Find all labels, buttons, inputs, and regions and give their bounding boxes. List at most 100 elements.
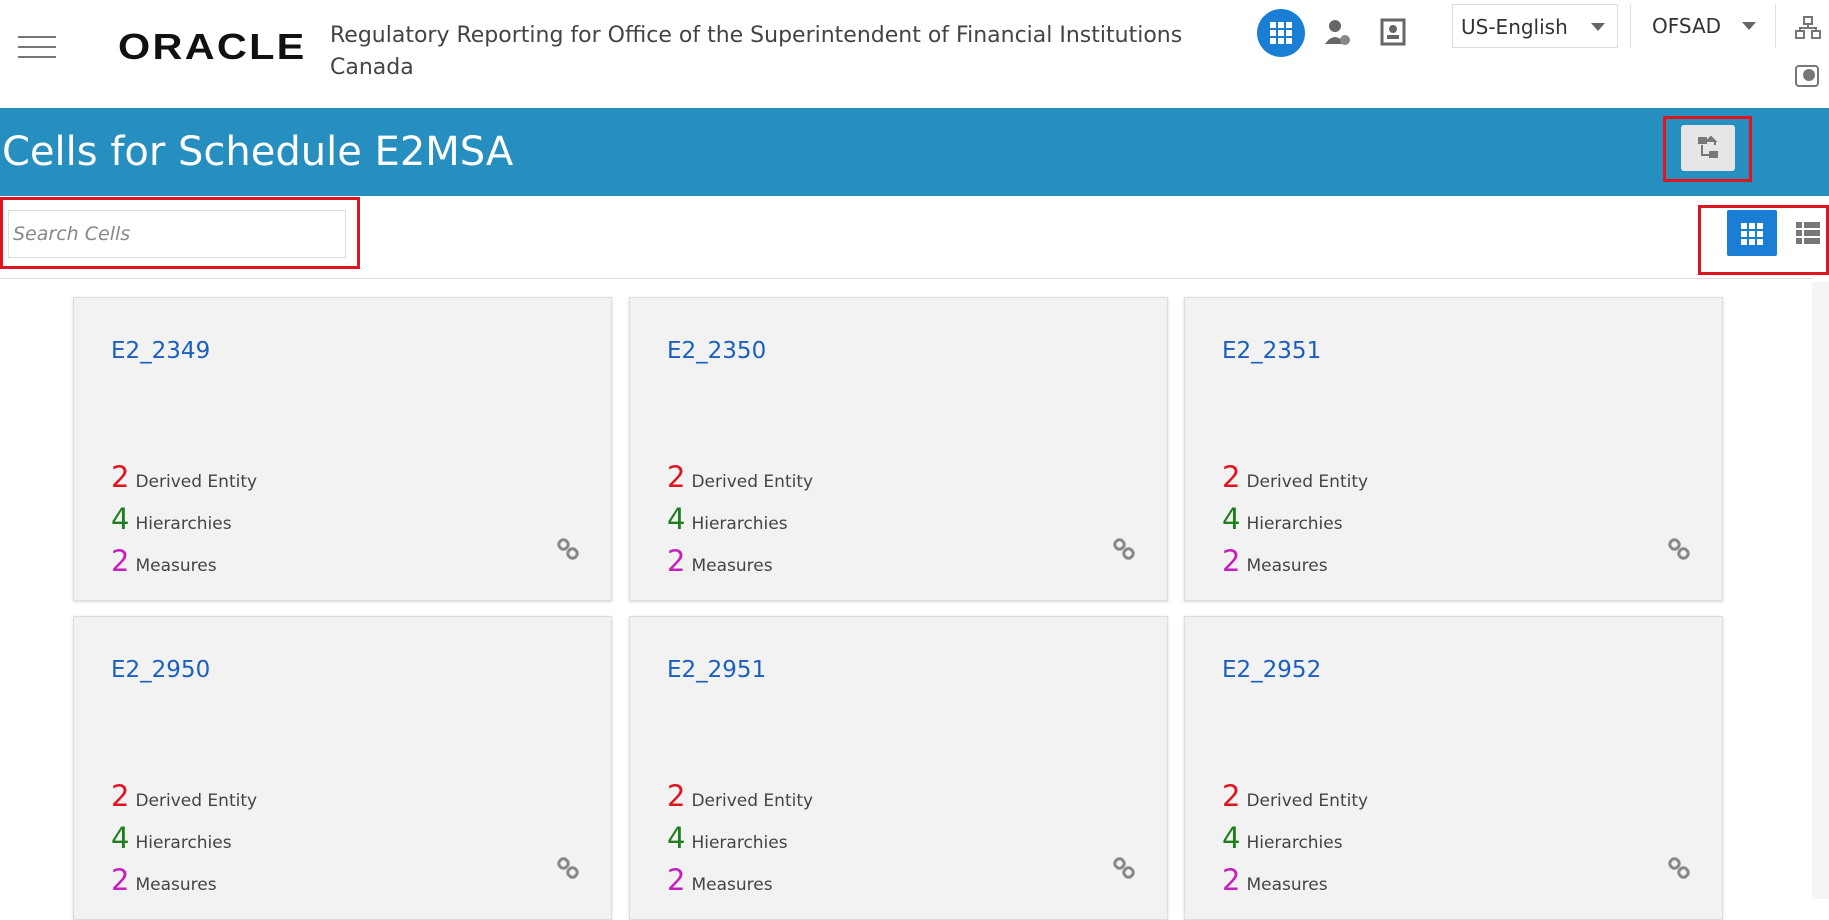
list-view-button[interactable] (1796, 222, 1820, 244)
stat-count: 2 (1222, 779, 1241, 813)
link-icon[interactable] (1113, 538, 1135, 564)
stat-count: 4 (1222, 821, 1241, 855)
stat-count: 4 (111, 502, 130, 536)
logo: ORACLE (118, 26, 307, 67)
stat-count: 2 (111, 544, 130, 578)
stat-count: 2 (1222, 863, 1241, 897)
stat-label: Measures (1246, 556, 1328, 576)
link-glyph (1113, 538, 1135, 560)
highlight (1698, 205, 1829, 275)
cell-stat: 4 Hierarchies (111, 821, 232, 857)
user-name: OFSAD (1652, 14, 1722, 38)
cell-card[interactable]: E2_2351 2 Derived Entity 4 Hierarchies 2 Measu… (1184, 297, 1723, 601)
link-icon[interactable] (1668, 857, 1690, 883)
stat-label: Hierarchies (691, 833, 788, 853)
language-select[interactable]: US-English (1452, 4, 1618, 48)
stat-count: 2 (667, 863, 686, 897)
stat-label: Derived Entity (691, 472, 814, 492)
stat-count: 2 (667, 460, 686, 494)
cell-name[interactable]: E2_2951 (667, 657, 767, 683)
stat-label: Measures (135, 556, 217, 576)
cell-card[interactable]: E2_2952 2 Derived Entity 4 Hierarchies 2 Measu… (1184, 616, 1723, 920)
cell-stat: 2 Derived Entity (1222, 779, 1368, 815)
cell-name[interactable]: E2_2351 (1222, 338, 1322, 364)
search-placeholder: Search Cells (13, 223, 131, 245)
stat-label: Derived Entity (135, 791, 258, 811)
cell-stat: 4 Hierarchies (1222, 502, 1343, 538)
stat-label: Hierarchies (1246, 833, 1343, 853)
cell-stat: 4 Hierarchies (667, 821, 788, 857)
stat-label: Measures (1246, 875, 1328, 895)
stat-count: 2 (111, 863, 130, 897)
link-glyph (557, 857, 579, 879)
cell-stat: 4 Hierarchies (1222, 821, 1343, 857)
stat-count: 4 (667, 821, 686, 855)
user-menu[interactable]: OFSAD (1652, 4, 1756, 48)
cell-stat: 2 Derived Entity (111, 779, 257, 815)
page-title: Cells for Schedule E2MSA (2, 129, 514, 175)
stat-label: Measures (691, 875, 773, 895)
cell-stat: 2 Derived Entity (667, 460, 813, 496)
cell-stat: 2 Derived Entity (667, 779, 813, 815)
cell-stat: 2 Derived Entity (1222, 460, 1368, 496)
stat-count: 2 (111, 779, 130, 813)
link-icon[interactable] (557, 538, 579, 564)
title-bar (0, 108, 1829, 196)
stat-count: 2 (111, 460, 130, 494)
cell-stat: 2 Measures (1222, 544, 1328, 580)
stat-count: 2 (1222, 460, 1241, 494)
switch-view-button[interactable] (1681, 125, 1735, 171)
cell-name[interactable]: E2_2349 (111, 338, 211, 364)
stat-label: Hierarchies (1246, 514, 1343, 534)
stat-label: Derived Entity (1246, 472, 1369, 492)
stat-count: 4 (1222, 502, 1241, 536)
cell-stat: 2 Measures (111, 544, 217, 580)
link-glyph (557, 538, 579, 560)
clock-icon[interactable] (1795, 64, 1821, 88)
link-icon[interactable] (557, 857, 579, 883)
cell-card[interactable]: E2_2349 2 Derived Entity 4 Hierarchies 2 Measu… (73, 297, 612, 601)
language: US-English (1461, 15, 1568, 39)
link-glyph (1668, 538, 1690, 560)
hierarchy-icon[interactable] (1795, 16, 1821, 40)
stat-count: 4 (111, 821, 130, 855)
cell-stat: 2 Measures (667, 544, 773, 580)
link-icon[interactable] (1668, 538, 1690, 564)
cell-name[interactable]: E2_2350 (667, 338, 767, 364)
stat-count: 2 (1222, 544, 1241, 578)
menu-button[interactable] (18, 36, 56, 58)
stat-label: Measures (135, 875, 217, 895)
link-icon[interactable] (1113, 857, 1135, 883)
cell-card[interactable]: E2_2951 2 Derived Entity 4 Hierarchies 2 Measu… (629, 616, 1168, 920)
highlight (1663, 116, 1752, 182)
link-glyph (1113, 857, 1135, 879)
cell-stat: 2 Measures (667, 863, 773, 899)
stat-label: Hierarchies (691, 514, 788, 534)
cell-stat: 2 Derived Entity (111, 460, 257, 496)
search-input[interactable]: Search Cells (8, 210, 346, 258)
cell-name[interactable]: E2_2952 (1222, 657, 1322, 683)
stat-count: 4 (667, 502, 686, 536)
cell-card[interactable]: E2_2350 2 Derived Entity 4 Hierarchies 2 Measu… (629, 297, 1168, 601)
apps-button[interactable] (1256, 8, 1306, 58)
scrollbar[interactable] (1812, 282, 1829, 899)
highlight (0, 197, 360, 269)
cell-stat: 4 Hierarchies (111, 502, 232, 538)
user-settings-icon[interactable] (1324, 18, 1352, 48)
stat-label: Measures (691, 556, 773, 576)
cell-card[interactable]: E2_2950 2 Derived Entity 4 Hierarchies 2 Measu… (73, 616, 612, 920)
link-glyph (1668, 857, 1690, 879)
cell-stat: 2 Measures (1222, 863, 1328, 899)
header: ORACLE Regulatory Reporting for Office o… (0, 0, 1829, 108)
cell-name[interactable]: E2_2950 (111, 657, 211, 683)
stat-count: 2 (667, 544, 686, 578)
profile-icon[interactable] (1380, 18, 1406, 46)
separator (0, 278, 1812, 279)
grid-view-button[interactable] (1727, 210, 1777, 256)
stat-label: Hierarchies (135, 514, 232, 534)
stat-count: 2 (667, 779, 686, 813)
stat-label: Derived Entity (691, 791, 814, 811)
stat-label: Derived Entity (1246, 791, 1369, 811)
stat-label: Derived Entity (135, 472, 258, 492)
